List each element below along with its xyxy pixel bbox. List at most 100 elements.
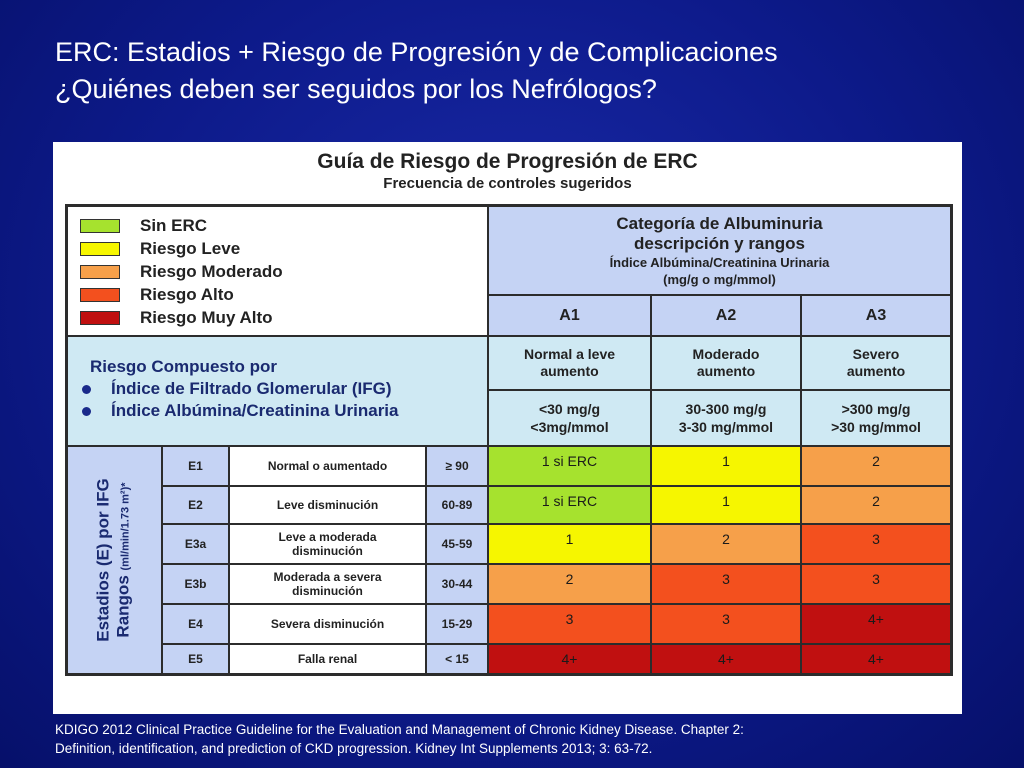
stage-description: Leve a moderada disminución [230,525,425,563]
risk-guide-panel: Guía de Riesgo de Progresión de ERC Frec… [53,142,962,714]
column-range-a1: <30 mg/g <3mg/mmol [489,391,650,445]
risk-cell: 3 [802,525,950,563]
risk-cell: 4+ [489,645,650,673]
albuminuria-header-line4: (mg/g o mg/mmol) [663,271,776,287]
risk-cell: 2 [802,447,950,485]
composite-risk-item2: Índice Albúmina/Creatinina Urinaria [74,401,399,421]
albuminuria-header-line3: Índice Albúmina/Creatinina Urinaria [609,254,830,270]
legend-swatch-icon [80,265,120,279]
legend-label: Riesgo Muy Alto [140,308,273,327]
column-range-a3: >300 mg/g >30 mg/mmol [802,391,950,445]
stage-description: Moderada a severa disminución [230,565,425,603]
column-desc-a1: Normal a leve aumento [489,337,650,389]
legend-swatch-icon [80,219,120,233]
column-desc-a3-line1: Severo [852,346,900,362]
stages-vertical-label: Estadios (E) por IFG Rangos (ml/min/1.73… [68,447,161,673]
panel-title: Guía de Riesgo de Progresión de ERC [317,150,698,173]
risk-cell: 3 [802,565,950,603]
column-code-a1: A1 [489,296,650,335]
column-range-a1-line1: <30 mg/g [538,401,601,417]
risk-cell: 4+ [802,605,950,643]
legend-label: Riesgo Moderado [140,262,283,281]
legend-label: Sin ERC [140,216,208,235]
stage-ifg-range: 45-59 [427,525,487,563]
slide-title-line1: ERC: Estadios + Riesgo de Progresión y d… [55,37,778,67]
stage-code: E2 [163,487,228,523]
risk-cell: 3 [489,605,650,643]
stages-label-line1: Estadios (E) por IFG [93,478,113,642]
legend-swatch-icon [80,242,120,256]
stage-description: Falla renal [230,645,425,673]
stage-code: E5 [163,645,228,673]
column-range-a1-line2: <3mg/mmol [530,419,609,435]
stage-description: Severa disminución [230,605,425,643]
stage-code: E1 [163,447,228,485]
risk-cell: 2 [489,565,650,603]
column-desc-a3-line2: aumento [846,363,906,379]
column-desc-a1-line1: Normal a leve [523,346,616,362]
column-desc-a3: Severo aumento [802,337,950,389]
legend-label: Riesgo Leve [140,239,241,258]
legend-item-riesgo-muy-alto: Riesgo Muy Alto [80,307,273,329]
composite-risk-item2-label: Índice Albúmina/Creatinina Urinaria [111,401,399,420]
stage-ifg-range: 30-44 [427,565,487,603]
slide-title-line2: ¿Quiénes deben ser seguidos por los Nefr… [55,74,657,104]
citation-line1: KDIGO 2012 Clinical Practice Guideline f… [55,722,744,737]
stage-code: E3b [163,565,228,603]
panel-subtitle: Frecuencia de controles sugeridos [383,175,632,192]
bullet-icon [82,384,91,394]
stages-label-line2: Rangos (ml/min/1.73 m²)* [114,478,136,641]
stages-label-rangos: Rangos [113,575,133,638]
legend-swatch-icon [80,311,120,325]
legend-item-riesgo-leve: Riesgo Leve [80,238,240,260]
legend: Sin ERC Riesgo Leve Riesgo Moderado Ries… [68,207,487,335]
albuminuria-header-line2: descripción y rangos [634,233,805,253]
stage-ifg-range: < 15 [427,645,487,673]
legend-label: Riesgo Alto [140,285,234,304]
composite-risk-item1-label: Índice de Filtrado Glomerular (IFG) [111,379,392,398]
albuminuria-header-line1: Categoría de Albuminuria [616,213,823,233]
risk-cell: 1 si ERC [489,487,650,523]
column-desc-a2-line1: Moderado [692,346,760,362]
risk-cell: 3 [652,565,800,603]
risk-table: Sin ERC Riesgo Leve Riesgo Moderado Ries… [65,204,953,676]
stage-ifg-range: 15-29 [427,605,487,643]
citation-footnote: KDIGO 2012 Clinical Practice Guideline f… [55,720,1005,758]
legend-item-sin-erc: Sin ERC [80,215,207,237]
column-desc-a1-line2: aumento [540,363,599,379]
stages-vertical-text: Estadios (E) por IFG Rangos (ml/min/1.73… [94,478,136,641]
risk-cell: 1 [652,447,800,485]
composite-risk-item1: Índice de Filtrado Glomerular (IFG) [74,379,392,399]
column-desc-a2-line2: aumento [696,363,756,379]
stage-code: E4 [163,605,228,643]
risk-cell: 3 [652,605,800,643]
risk-cell: 4+ [802,645,950,673]
stages-label-unit: (ml/min/1.73 m²)* [119,482,132,571]
bullet-icon [82,406,91,416]
legend-swatch-icon [80,288,120,302]
risk-cell: 4+ [652,645,800,673]
composite-risk-title: Riesgo Compuesto por [90,357,278,376]
risk-cell: 1 si ERC [489,447,650,485]
stage-description: Leve disminución [230,487,425,523]
composite-risk: Riesgo Compuesto por Índice de Filtrado … [68,337,487,445]
column-range-a2-line1: 30-300 mg/g [685,401,767,417]
stage-ifg-range: 60-89 [427,487,487,523]
slide-title: ERC: Estadios + Riesgo de Progresión y d… [55,34,1005,108]
risk-cell: 2 [652,525,800,563]
citation-line2: Definition, identification, and predicti… [55,741,653,756]
albuminuria-header: Categoría de Albuminuria descripción y r… [489,207,950,294]
risk-cell: 2 [802,487,950,523]
risk-cell: 1 [652,487,800,523]
column-range-a3-line2: >30 mg/mmol [831,419,921,435]
column-range-a3-line1: >300 mg/g [841,401,911,417]
stage-code: E3a [163,525,228,563]
risk-cell: 1 [489,525,650,563]
legend-item-riesgo-alto: Riesgo Alto [80,284,234,306]
column-code-a2: A2 [652,296,800,335]
stage-description: Normal o aumentado [230,447,425,485]
column-desc-a2: Moderado aumento [652,337,800,389]
column-code-a3: A3 [802,296,950,335]
column-range-a2: 30-300 mg/g 3-30 mg/mmol [652,391,800,445]
stage-ifg-range: ≥ 90 [427,447,487,485]
